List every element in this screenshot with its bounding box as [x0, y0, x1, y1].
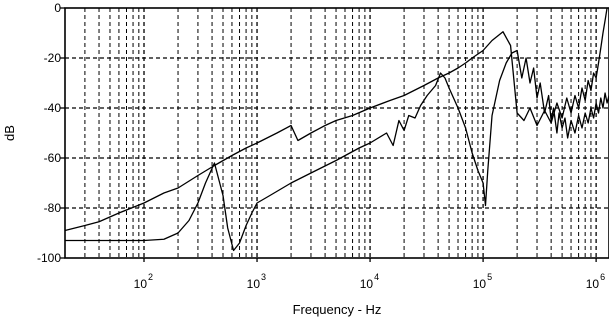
y-tick-label: -40 — [44, 101, 62, 115]
x-tick-base: 10 — [586, 277, 600, 291]
x-tick-base: 10 — [473, 277, 487, 291]
y-tick-label: -100 — [37, 251, 61, 265]
x-tick-label: 10 6 — [586, 272, 605, 291]
series-layer — [64, 7, 609, 252]
x-tick-label: 10 2 — [134, 272, 153, 291]
plot-frame — [64, 7, 609, 259]
x-tick-exponent: 4 — [374, 272, 379, 282]
x-tick-exponent: 5 — [487, 272, 492, 282]
y-tick-label: -20 — [44, 51, 62, 65]
x-tick-base: 10 — [247, 277, 261, 291]
x-tick-exponent: 2 — [148, 272, 153, 282]
series-line-1 — [64, 7, 608, 232]
series-line-2 — [65, 49, 609, 252]
y-tick-label: 0 — [54, 1, 61, 15]
x-tick-base: 10 — [134, 277, 148, 291]
x-tick-exponent: 3 — [261, 272, 266, 282]
y-tick-label: -80 — [44, 201, 62, 215]
y-axis-title: dB — [2, 125, 17, 141]
x-axis-title: Frequency - Hz — [293, 302, 382, 317]
x-tick-label: 10 5 — [473, 272, 492, 291]
x-tick-label: 10 4 — [360, 272, 379, 291]
x-tick-label: 10 3 — [247, 272, 266, 291]
y-tick-label: -60 — [44, 151, 62, 165]
x-tick-base: 10 — [360, 277, 374, 291]
x-tick-exponent: 6 — [600, 272, 605, 282]
